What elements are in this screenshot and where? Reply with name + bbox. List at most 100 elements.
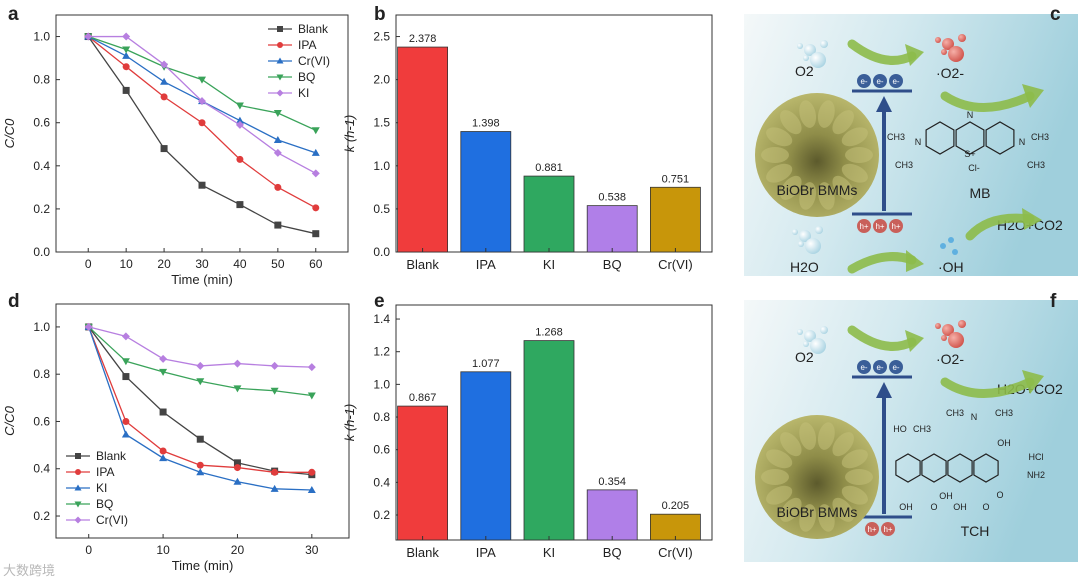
petal xyxy=(766,163,793,183)
y-tick-label: 0.0 xyxy=(33,245,50,259)
chart-b: k (h-1) 0.0 0.5 1.0 1.5 2.0 2.5 2.378 Blank 1.398… xyxy=(342,14,713,272)
marker-circle xyxy=(196,461,204,469)
marker-triangle-down xyxy=(122,46,131,54)
bar-value-label: 0.354 xyxy=(598,476,626,488)
atom-label: N xyxy=(1019,137,1026,147)
petal xyxy=(841,127,868,147)
legend-label: IPA xyxy=(96,465,114,479)
marker-triangle-down xyxy=(74,501,82,508)
bubble xyxy=(942,38,954,50)
y-tick-label: 0.8 xyxy=(373,410,390,424)
panel-label-f: f xyxy=(1050,291,1057,312)
green-arrow-head xyxy=(905,44,924,66)
marker-triangle-down xyxy=(233,385,242,393)
legend: Blank IPA Cr(VI) BQ KI xyxy=(268,22,330,100)
atom-label: O xyxy=(930,502,937,512)
bubble xyxy=(935,323,941,329)
x-tick-label: 30 xyxy=(195,257,209,271)
marker-circle xyxy=(312,204,320,212)
schematics-layer: O2·O2-e-e-e-h+h+h+BiOBr BMMsH2O+CO2NS+Cl… xyxy=(744,14,1078,562)
marker-square xyxy=(159,408,167,416)
petal xyxy=(761,147,789,163)
hole-icon xyxy=(889,219,903,233)
marker-diamond xyxy=(84,322,93,331)
marker-triangle-down xyxy=(196,378,205,386)
catalyst-label: BiOBr BMMs xyxy=(777,182,858,198)
series-line xyxy=(88,326,312,368)
electron-label: e- xyxy=(892,363,899,372)
marker-circle xyxy=(274,183,282,191)
petal xyxy=(817,182,835,210)
atom-label: HO xyxy=(893,424,907,434)
y-tick-label: 1.0 xyxy=(33,320,50,334)
marker-square xyxy=(236,201,244,209)
atom-label: NH2 xyxy=(1027,470,1045,480)
hole-label: h+ xyxy=(859,222,868,231)
ring xyxy=(895,453,921,483)
bubble xyxy=(803,55,809,61)
marker-square xyxy=(198,181,206,189)
atom-label: Cl- xyxy=(968,163,980,173)
x-tick-label: IPA xyxy=(476,545,496,560)
marker-triangle-up xyxy=(121,430,130,438)
x-tick-label: 20 xyxy=(157,257,171,271)
bar-Blank xyxy=(397,46,449,253)
bubble xyxy=(798,241,804,247)
atom-label: CH3 xyxy=(1027,160,1045,170)
petal xyxy=(817,422,835,450)
hole-label: h+ xyxy=(883,525,892,534)
y-tick-label: 1.2 xyxy=(373,345,390,359)
marker-circle xyxy=(233,464,241,472)
green-arrow-head xyxy=(1022,208,1042,230)
x-tick-label: 40 xyxy=(233,257,247,271)
marker-diamond xyxy=(233,359,242,368)
petal xyxy=(832,497,854,522)
legend-label: BQ xyxy=(298,70,315,84)
bar-value-label: 0.867 xyxy=(409,392,437,404)
excitation-arrow-head xyxy=(876,382,892,398)
marker-triangle-down xyxy=(273,110,282,118)
y-tick-label: 0.4 xyxy=(33,159,50,173)
bubble xyxy=(820,326,828,334)
ring xyxy=(925,121,955,155)
bubble xyxy=(810,338,826,354)
electron-label: e- xyxy=(876,77,883,86)
atom-label: N xyxy=(971,412,978,422)
hole-label: h+ xyxy=(891,222,900,231)
y-tick-label: 0.8 xyxy=(33,367,50,381)
y-axis-label: k (h-1) xyxy=(342,115,357,153)
bubble xyxy=(804,330,816,342)
marker-triangle-down xyxy=(307,392,316,400)
marker-triangle-up xyxy=(196,468,205,476)
electron-label: e- xyxy=(860,363,867,372)
petal xyxy=(841,163,868,183)
bubble xyxy=(820,40,828,48)
y-tick-label: 0.5 xyxy=(373,202,390,216)
bar-KI xyxy=(523,175,575,253)
marker-diamond xyxy=(159,354,168,363)
bubble xyxy=(948,332,964,348)
molecule-MB: N S+ Cl- CH3 N CH3 N CH3 CH3 xyxy=(887,110,1049,173)
chart-e: k (h-1) 0.2 0.4 0.6 0.8 1.0 1.2 1.4 0.867 Blank 1.… xyxy=(342,304,713,560)
y-tick-label: 0.6 xyxy=(373,443,390,457)
series-Cr(VI) xyxy=(84,32,320,156)
hole-label: h+ xyxy=(875,222,884,231)
atom-label: CH3 xyxy=(913,424,931,434)
y-tick-label: 2.5 xyxy=(373,30,390,44)
bubble xyxy=(804,44,816,56)
marker-triangle-down xyxy=(270,387,279,395)
petal xyxy=(832,175,854,200)
electron-label: e- xyxy=(892,77,899,86)
x-tick-label: Blank xyxy=(406,257,439,272)
bubble xyxy=(810,52,826,68)
petal xyxy=(817,100,835,128)
bubble xyxy=(941,335,947,341)
petal xyxy=(799,504,817,532)
marker-square xyxy=(274,221,282,229)
water-label: H2O xyxy=(790,259,819,275)
marker-circle xyxy=(236,155,244,163)
panel-label-e: e xyxy=(374,291,385,312)
ring xyxy=(947,453,973,483)
marker-triangle-up xyxy=(160,77,169,85)
